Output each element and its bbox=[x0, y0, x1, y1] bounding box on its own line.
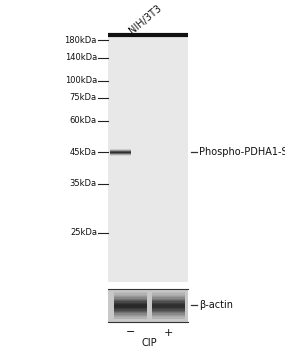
Bar bbox=[152, 308, 185, 309]
Bar bbox=[152, 304, 185, 305]
Bar bbox=[114, 316, 147, 317]
Bar bbox=[152, 293, 185, 295]
Text: 180kDa: 180kDa bbox=[64, 36, 97, 45]
Text: 75kDa: 75kDa bbox=[70, 93, 97, 103]
Bar bbox=[114, 301, 147, 303]
Bar bbox=[152, 298, 185, 299]
Bar bbox=[114, 311, 147, 312]
Bar bbox=[108, 35, 188, 282]
Bar bbox=[152, 309, 185, 311]
Bar bbox=[114, 295, 147, 296]
Text: NIH/3T3: NIH/3T3 bbox=[127, 2, 163, 35]
Bar bbox=[152, 305, 185, 307]
Text: 60kDa: 60kDa bbox=[70, 116, 97, 125]
Bar bbox=[114, 315, 147, 316]
Bar bbox=[152, 315, 185, 316]
Bar bbox=[152, 313, 185, 315]
Bar bbox=[108, 289, 188, 322]
Text: +: + bbox=[164, 328, 174, 337]
Text: 25kDa: 25kDa bbox=[70, 228, 97, 237]
Bar bbox=[152, 316, 185, 317]
Bar bbox=[114, 305, 147, 307]
Bar bbox=[114, 293, 147, 295]
Bar bbox=[114, 303, 147, 304]
Bar bbox=[152, 303, 185, 304]
Text: 100kDa: 100kDa bbox=[65, 76, 97, 85]
Bar bbox=[114, 298, 147, 299]
Bar bbox=[152, 311, 185, 312]
Bar bbox=[114, 307, 147, 308]
Text: Phospho-PDHA1-S293: Phospho-PDHA1-S293 bbox=[200, 147, 285, 157]
Bar bbox=[114, 300, 147, 301]
Bar bbox=[114, 296, 147, 297]
Text: CIP: CIP bbox=[142, 338, 157, 348]
Bar bbox=[152, 295, 185, 296]
Bar bbox=[114, 313, 147, 315]
Bar bbox=[114, 292, 147, 293]
Bar bbox=[152, 296, 185, 297]
Bar bbox=[152, 317, 185, 319]
Bar bbox=[114, 308, 147, 309]
Bar bbox=[152, 300, 185, 301]
Text: −: − bbox=[126, 328, 135, 337]
Text: 45kDa: 45kDa bbox=[70, 148, 97, 157]
Bar bbox=[152, 307, 185, 308]
Bar bbox=[114, 309, 147, 311]
Bar bbox=[114, 299, 147, 300]
Bar bbox=[152, 299, 185, 300]
Text: 140kDa: 140kDa bbox=[65, 53, 97, 62]
Bar bbox=[152, 292, 185, 293]
Text: β-actin: β-actin bbox=[200, 300, 233, 310]
Bar bbox=[114, 312, 147, 313]
Text: 35kDa: 35kDa bbox=[70, 179, 97, 188]
Bar bbox=[114, 317, 147, 319]
Bar bbox=[152, 301, 185, 303]
Bar bbox=[114, 304, 147, 305]
Bar bbox=[152, 312, 185, 313]
